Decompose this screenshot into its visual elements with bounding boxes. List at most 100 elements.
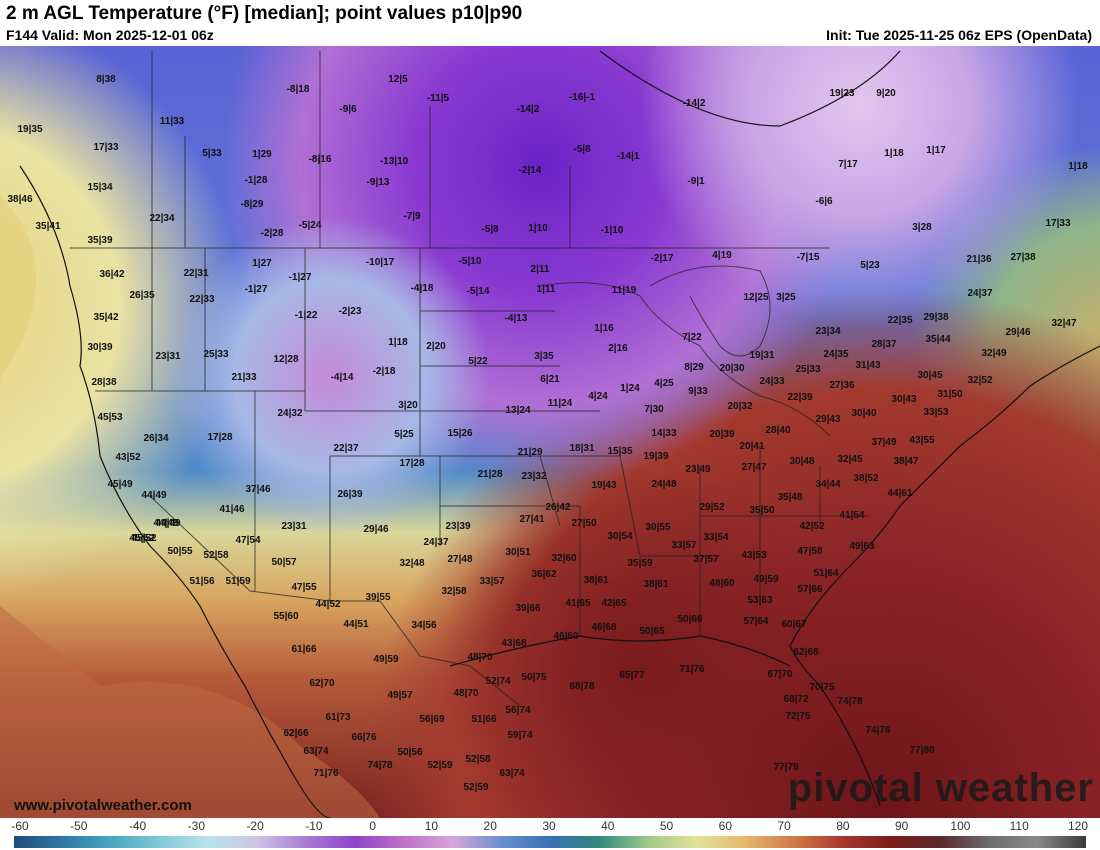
- point-value-label: 50|55: [167, 546, 192, 557]
- point-value-label: -1|27: [289, 272, 312, 283]
- point-value-label: 19|23: [829, 88, 854, 99]
- point-value-label: 38|52: [853, 473, 878, 484]
- colorbar-tick-label: -40: [128, 819, 147, 833]
- point-value-label: 30|45: [917, 370, 942, 381]
- point-value-label: 48|60: [709, 578, 734, 589]
- lake-michigan-outline: [649, 265, 771, 357]
- point-value-label: 52|58: [465, 754, 490, 765]
- point-value-label: 22|33: [189, 294, 214, 305]
- colorbar-tick-label: 90: [894, 819, 909, 833]
- point-value-label: -5|14: [467, 286, 490, 297]
- point-value-label: 35|39: [87, 235, 112, 246]
- point-value-label: 32|45: [837, 454, 862, 465]
- point-value-label: 23|39: [445, 521, 470, 532]
- point-value-label: 47|55: [291, 582, 316, 593]
- point-value-label: 26|39: [337, 489, 362, 500]
- point-value-label: -5|10: [459, 256, 482, 267]
- point-value-label: 5|25: [394, 429, 414, 440]
- point-value-label: 20|41: [739, 441, 764, 452]
- point-value-label: 44|49: [141, 490, 166, 501]
- point-value-label: 60|67: [781, 619, 806, 630]
- point-value-label: -14|1: [617, 151, 640, 162]
- point-value-label: 51|59: [225, 576, 250, 587]
- point-value-label: 33|53: [923, 407, 948, 418]
- point-value-label: 30|40: [851, 408, 876, 419]
- point-value-label: 50|57: [271, 557, 296, 568]
- point-value-label: 15|35: [607, 446, 632, 457]
- point-value-label: 74|76: [865, 725, 890, 736]
- point-value-label: -7|15: [797, 252, 820, 263]
- point-value-label: 28|38: [91, 377, 116, 388]
- point-value-label: -5|8: [573, 144, 591, 155]
- point-value-label: 23|34: [815, 326, 840, 337]
- point-value-label: 27|41: [519, 514, 544, 525]
- point-value-label: 50|66: [677, 614, 702, 625]
- point-value-label: 24|37: [967, 288, 992, 299]
- point-value-label: 24|35: [823, 349, 848, 360]
- point-value-label: 48|70: [467, 652, 492, 663]
- point-value-label: 13|24: [505, 405, 530, 416]
- point-value-label: 47|54: [235, 535, 260, 546]
- point-value-label: 20|30: [719, 363, 744, 374]
- point-value-label: 29|43: [815, 414, 840, 425]
- point-value-label: 39|66: [515, 603, 540, 614]
- point-value-label: 74|78: [837, 696, 862, 707]
- point-value-label: 70|75: [809, 682, 834, 693]
- point-value-label: 38|47: [893, 456, 918, 467]
- point-value-label: 45|52: [131, 533, 156, 544]
- point-value-label: 12|28: [273, 354, 298, 365]
- point-value-label: -9|1: [687, 176, 705, 187]
- point-value-label: 45|53: [97, 412, 122, 423]
- point-value-label: 17|33: [1045, 218, 1070, 229]
- point-value-label: 25|33: [795, 364, 820, 375]
- point-value-label: -2|23: [339, 306, 362, 317]
- us-mexico-border: [149, 495, 521, 707]
- point-value-label: 1|24: [620, 383, 640, 394]
- point-value-label: 30|55: [645, 522, 670, 533]
- point-value-label: 62|68: [793, 647, 818, 658]
- point-value-label: 71|76: [313, 768, 338, 779]
- point-value-label: 49|59: [753, 574, 778, 585]
- point-value-label: 31|43: [855, 360, 880, 371]
- point-value-label: 62|70: [309, 678, 334, 689]
- point-value-label: 19|43: [591, 480, 616, 491]
- southwest-state-lines: [254, 456, 331, 601]
- colorbar-tick-label: 100: [950, 819, 971, 833]
- colorbar-tick-label: 20: [483, 819, 497, 833]
- point-value-label: 1|11: [537, 284, 556, 295]
- point-value-label: 38|61: [643, 579, 668, 590]
- point-value-label: -4|13: [505, 313, 528, 324]
- point-value-label: 63|74: [499, 768, 524, 779]
- point-value-label: 24|33: [759, 376, 784, 387]
- point-value-label: 15|26: [447, 428, 472, 439]
- point-value-label: 44|52: [315, 599, 340, 610]
- point-value-label: 9|33: [688, 386, 708, 397]
- point-value-label: 41|65: [565, 598, 590, 609]
- point-value-label: 32|47: [1051, 318, 1076, 329]
- point-value-label: -4|18: [411, 283, 434, 294]
- point-value-label: 19|35: [17, 124, 42, 135]
- colorbar-tick-label: 70: [777, 819, 791, 833]
- point-value-label: 51|56: [189, 576, 214, 587]
- point-value-label: 35|59: [627, 558, 652, 569]
- point-value-label: 45|49: [107, 479, 132, 490]
- point-value-label: -2|18: [373, 366, 396, 377]
- point-value-label: -10|17: [366, 257, 395, 268]
- point-value-label: 66|76: [351, 732, 376, 743]
- point-value-label: 26|42: [545, 502, 570, 513]
- point-value-label: 11|19: [612, 285, 637, 296]
- point-value-labels: 8|38 19|35 17|33 15|34 38|46 35|41 35|39 36|42 2…: [7, 74, 1088, 793]
- valid-time: F144 Valid: Mon 2025-12-01 06z: [6, 27, 214, 43]
- point-value-label: 19|31: [749, 350, 774, 361]
- point-value-label: -5|8: [481, 224, 499, 235]
- colorbar-ticks: -60 -50 -40 -30 -20 -10 0 10 20 30 40 50 60 70 80 90 100…: [0, 818, 1100, 834]
- coastlines: [19, 50, 1100, 818]
- point-value-label: 74|78: [367, 760, 392, 771]
- point-value-label: 33|54: [703, 532, 728, 543]
- canada-province-lines: [151, 51, 571, 248]
- point-value-label: 7|22: [682, 332, 702, 343]
- point-value-label: 43|55: [909, 435, 934, 446]
- point-value-label: 45|52: [129, 533, 154, 544]
- point-value-label: 56|69: [419, 714, 444, 725]
- point-value-label: 32|52: [967, 375, 992, 386]
